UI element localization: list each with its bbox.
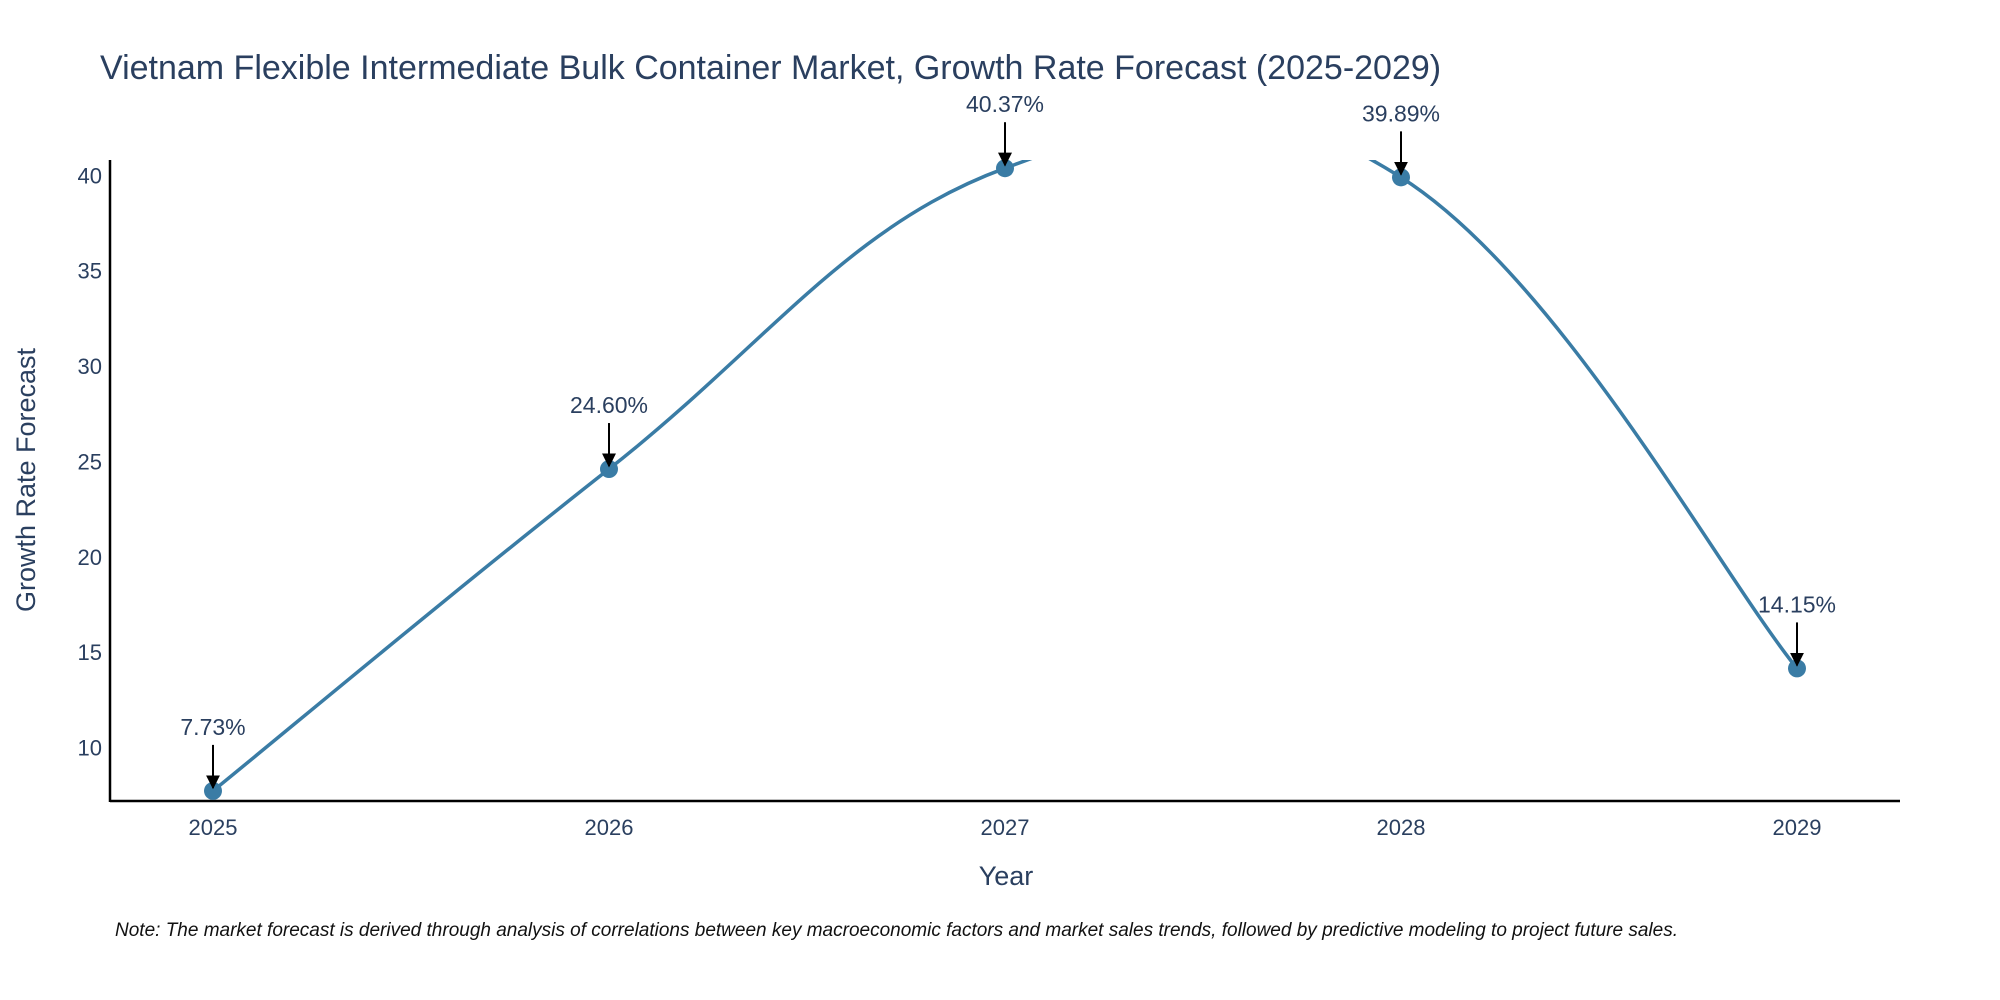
data-label-2025: 7.73% [180,714,245,740]
chart-title: Vietnam Flexible Intermediate Bulk Conta… [100,49,1441,87]
y-tick-label: 40 [78,163,102,188]
y-tick-label: 10 [78,736,102,761]
data-label-2028: 39.89% [1362,100,1440,126]
series-line [211,160,1799,793]
x-tick-label: 2025 [189,815,238,840]
y-axis-title: Growth Rate Forecast [11,347,41,612]
y-tick-label: 20 [78,545,102,570]
data-label-2029: 14.15% [1758,591,1836,617]
y-tick-label: 30 [78,354,102,379]
markers [204,159,1806,800]
x-tick-label: 2026 [585,815,634,840]
x-axis-title: Year [979,861,1034,891]
x-tick-label: 2028 [1377,815,1426,840]
data-label-2027: 40.37% [966,91,1044,117]
series [211,160,1799,793]
x-tick-label: 2027 [981,815,1030,840]
x-tick-label: 2029 [1773,815,1822,840]
y-tick-label: 15 [78,640,102,665]
y-tick-label: 35 [78,259,102,284]
y-tick-label: 25 [78,449,102,474]
data-labels: 7.73% 24.60% 40.37% 39.89% 14.15% [180,91,1836,790]
data-label-2026: 24.60% [570,392,648,418]
axes [108,160,1900,803]
footnote: Note: The market forecast is derived thr… [115,920,1678,941]
